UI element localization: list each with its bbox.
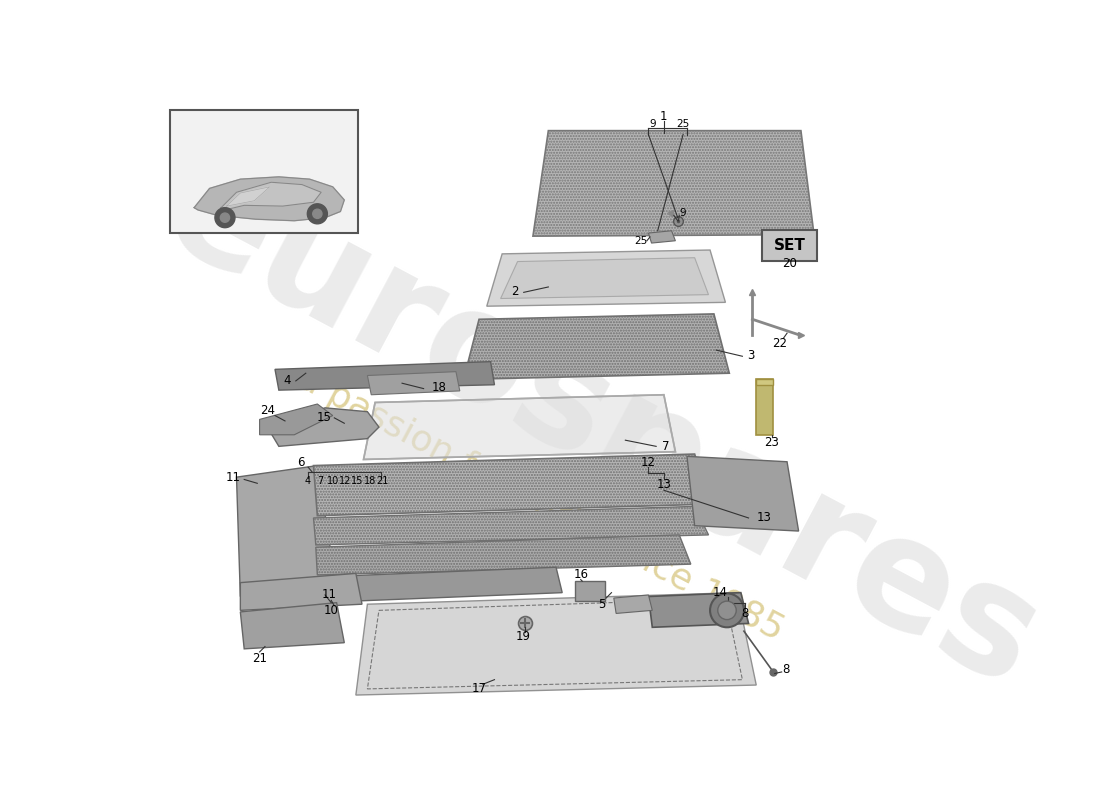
Polygon shape — [195, 177, 344, 221]
Polygon shape — [241, 574, 362, 610]
Text: 11: 11 — [321, 589, 337, 602]
Text: 1: 1 — [660, 110, 668, 122]
Text: 9: 9 — [649, 118, 656, 129]
Polygon shape — [500, 258, 708, 298]
Polygon shape — [686, 456, 799, 531]
Text: 5: 5 — [598, 598, 606, 610]
Text: 7: 7 — [662, 440, 670, 453]
Polygon shape — [757, 379, 773, 385]
Polygon shape — [614, 595, 652, 614]
Text: 4: 4 — [283, 374, 290, 387]
Text: 8: 8 — [782, 663, 789, 676]
Polygon shape — [236, 466, 337, 597]
Polygon shape — [356, 593, 757, 695]
Text: 25: 25 — [676, 118, 690, 129]
Circle shape — [307, 204, 328, 224]
Polygon shape — [314, 506, 708, 545]
Circle shape — [220, 213, 230, 222]
Text: 24: 24 — [260, 404, 275, 417]
Text: 2: 2 — [512, 285, 519, 298]
Text: 21: 21 — [376, 476, 388, 486]
Text: 14: 14 — [713, 586, 727, 599]
Text: 10: 10 — [323, 604, 339, 617]
Polygon shape — [260, 404, 332, 435]
Circle shape — [717, 601, 736, 619]
Circle shape — [711, 594, 744, 627]
Polygon shape — [649, 593, 749, 627]
Text: 9: 9 — [680, 208, 686, 218]
Polygon shape — [649, 230, 675, 243]
Bar — [169, 110, 359, 233]
FancyBboxPatch shape — [761, 230, 817, 261]
Text: 23: 23 — [764, 436, 779, 449]
Text: eurospares: eurospares — [141, 134, 1064, 720]
Polygon shape — [367, 372, 460, 394]
Text: 13: 13 — [757, 511, 771, 525]
Polygon shape — [464, 314, 729, 379]
Text: 16: 16 — [573, 569, 588, 582]
Text: 25: 25 — [634, 236, 648, 246]
Text: 15: 15 — [351, 476, 364, 486]
Polygon shape — [486, 250, 726, 306]
Polygon shape — [316, 535, 691, 575]
Polygon shape — [227, 187, 270, 206]
Text: a passion for parts since 1985: a passion for parts since 1985 — [292, 361, 790, 647]
Text: 8: 8 — [741, 607, 748, 620]
Text: 4: 4 — [305, 476, 311, 486]
Polygon shape — [314, 567, 562, 602]
Text: 12: 12 — [339, 476, 351, 486]
Text: 12: 12 — [641, 456, 656, 469]
Text: 3: 3 — [747, 349, 755, 362]
Text: SET: SET — [773, 238, 805, 253]
Polygon shape — [267, 408, 378, 446]
Polygon shape — [221, 182, 321, 210]
Circle shape — [312, 209, 322, 218]
Text: 18: 18 — [364, 476, 376, 486]
Text: 11: 11 — [226, 471, 241, 485]
Text: 21: 21 — [252, 651, 267, 665]
Text: 18: 18 — [431, 382, 447, 394]
Circle shape — [214, 208, 235, 228]
Text: 13: 13 — [657, 478, 671, 491]
Polygon shape — [534, 130, 814, 236]
Text: 10: 10 — [327, 476, 339, 486]
Text: 15: 15 — [317, 411, 331, 424]
Text: 19: 19 — [516, 630, 530, 643]
Polygon shape — [314, 454, 711, 516]
Polygon shape — [241, 602, 344, 649]
Polygon shape — [363, 394, 675, 459]
Text: 20: 20 — [782, 258, 796, 270]
Text: 7: 7 — [317, 476, 323, 486]
Text: 17: 17 — [472, 682, 486, 695]
Bar — [575, 581, 605, 601]
Text: 22: 22 — [772, 338, 786, 350]
Text: 6: 6 — [297, 456, 305, 469]
Polygon shape — [275, 362, 495, 390]
Bar — [757, 379, 773, 435]
